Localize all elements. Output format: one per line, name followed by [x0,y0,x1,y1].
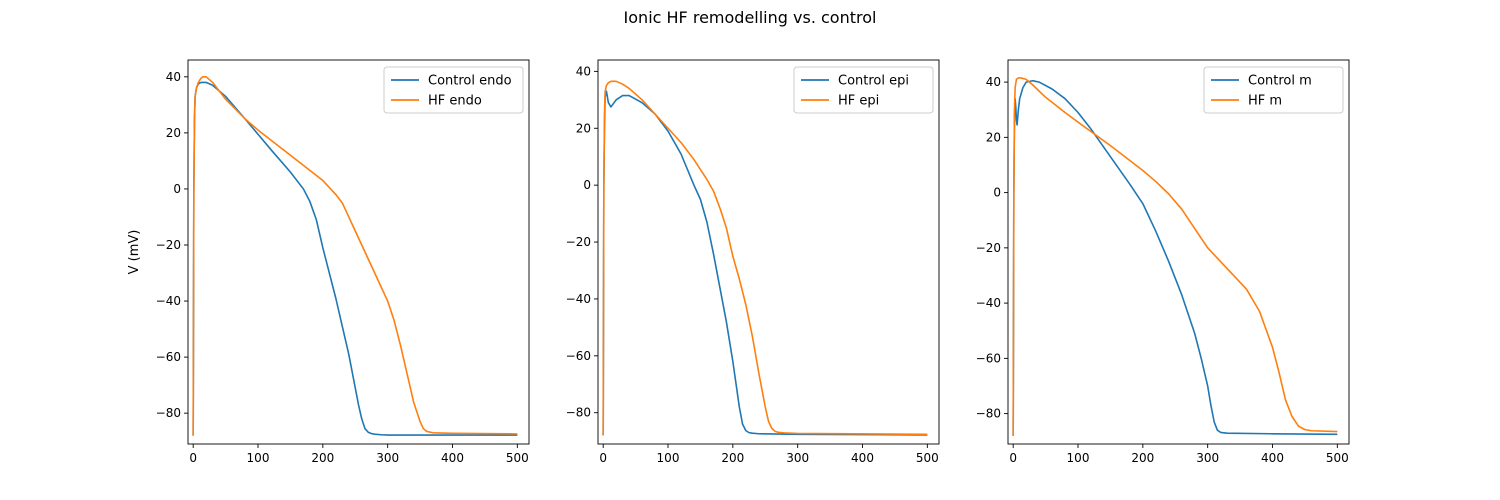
x-tick-label: 500 [916,451,939,465]
legend-label: Control epi [838,74,909,89]
legend-label: HF epi [838,94,879,109]
legend: Control epi HF epi [793,66,934,114]
x-tick-label: 400 [851,451,874,465]
x-tick-label: 200 [721,451,744,465]
y-tick-label: 0 [583,178,591,192]
y-tick-label: 0 [993,186,1001,200]
x-tick-label: 0 [599,451,607,465]
x-tick-label: 300 [376,451,399,465]
y-tick-label: 0 [173,182,181,196]
y-tick-label: −60 [566,349,591,363]
series-line-1 [1012,79,1338,436]
x-tick-label: 300 [786,451,809,465]
y-axis-label: V (mV) [127,230,142,275]
y-tick-label: 20 [576,121,591,135]
series-line-1 [602,90,928,436]
x-tick-label: 500 [1326,451,1349,465]
series-lines [192,76,518,436]
x-tick-label: 100 [1067,451,1090,465]
y-tick-label: −60 [976,351,1001,365]
series-line-2 [1012,77,1338,436]
axes-frame [597,59,940,445]
y-tick-label: −40 [156,294,181,308]
x-tick-label: 300 [1196,451,1219,465]
y-tick-label: −80 [566,406,591,420]
legend: Control m HF m [1203,66,1344,114]
y-tick-label: −40 [566,292,591,306]
x-tick-label: 0 [1009,451,1017,465]
legend-label: Control endo [428,74,512,89]
legend-label: Control m [1248,74,1312,89]
x-tick-label: 200 [1131,451,1154,465]
figure-title: Ionic HF remodelling vs. control [624,8,877,27]
y-tick-label: 20 [986,130,1001,144]
series-line-1 [192,81,518,436]
series-line-2 [602,80,928,436]
axes-frame [187,59,530,445]
x-tick-label: 0 [189,451,197,465]
series-line-2 [192,76,518,436]
y-tick-label: 40 [166,70,181,84]
y-tick-label: −40 [976,296,1001,310]
legend-box [383,66,524,114]
x-tick-label: 400 [1261,451,1284,465]
y-tick-label: −20 [156,238,181,252]
x-tick-label: 100 [247,451,270,465]
y-tick-label: 40 [986,75,1001,89]
axes-frame [1007,59,1350,445]
y-tick-label: −80 [156,406,181,420]
subplot-3: 0 100 200 300 400 500 −80 −60 −40 −20 0 20 40 Control… [976,59,1350,465]
subplot-2: 0 100 200 300 400 500 −80 −60 −40 −20 0 20 40 Control… [566,59,940,465]
y-tick-label: 40 [576,64,591,78]
legend-label: HF m [1248,94,1282,109]
y-tick-label: −20 [976,241,1001,255]
x-tick-label: 100 [657,451,680,465]
y-tick-label: −60 [156,350,181,364]
series-lines [1012,77,1338,436]
legend-box [793,66,934,114]
y-tick-label: −80 [976,407,1001,421]
series-lines [602,80,928,436]
y-tick-label: 20 [166,126,181,140]
x-tick-label: 400 [441,451,464,465]
legend-label: HF endo [428,94,482,109]
legend-box [1203,66,1344,114]
subplot-1: 0 100 200 300 400 500 −80 −60 −40 −20 0 20 40 V (mV) C… [127,59,530,465]
x-tick-label: 500 [506,451,529,465]
legend: Control endo HF endo [383,66,524,114]
x-tick-label: 200 [311,451,334,465]
y-tick-label: −20 [566,235,591,249]
